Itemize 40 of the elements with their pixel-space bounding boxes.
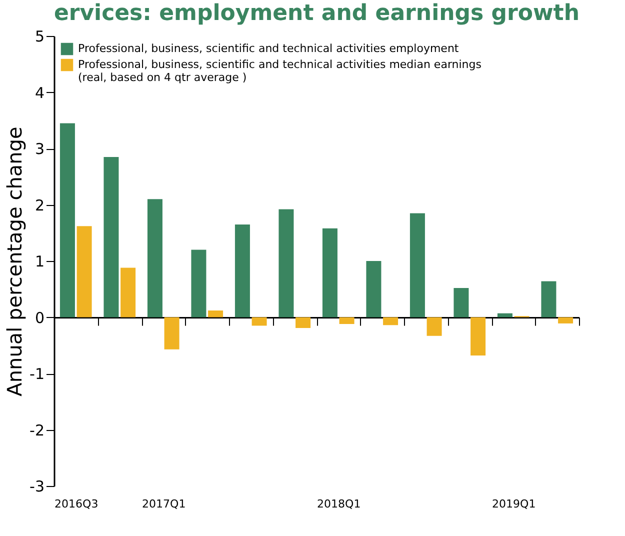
bar xyxy=(191,250,206,318)
y-tick-label: -1 xyxy=(30,365,44,383)
bar xyxy=(454,288,469,318)
legend-label: Professional, business, scientific and technical activities median earnings (real, based on 4 qtr average ) xyxy=(78,58,482,84)
y-tick-label: 1 xyxy=(34,252,44,270)
bar xyxy=(278,209,294,318)
bar xyxy=(558,317,574,324)
bar xyxy=(60,123,75,318)
bar xyxy=(541,281,556,318)
legend-label: Professional, business, scientific and technical activities employment xyxy=(78,42,460,55)
bar xyxy=(426,317,442,336)
bar xyxy=(322,228,338,318)
y-axis-title: Annual percentage change xyxy=(2,126,27,396)
bar xyxy=(208,310,224,318)
x-tick-label: 2016Q3 xyxy=(54,498,98,510)
bar xyxy=(339,317,354,324)
bar xyxy=(410,213,425,318)
x-tick-label: 2019Q1 xyxy=(492,498,536,510)
x-tick-label: 2017Q1 xyxy=(142,498,186,510)
y-tick-label: 2 xyxy=(34,196,44,214)
bar xyxy=(164,317,180,350)
bar xyxy=(296,317,311,328)
chart-title: ervices: employment and earnings growth xyxy=(54,1,580,26)
bar xyxy=(366,261,382,318)
y-tick-label: 5 xyxy=(34,28,44,46)
bar xyxy=(252,317,267,326)
bar xyxy=(147,199,162,318)
y-tick-label: 4 xyxy=(34,84,44,102)
bar xyxy=(120,268,136,318)
bar xyxy=(497,313,512,318)
bar xyxy=(76,226,92,318)
y-tick-label: 3 xyxy=(34,140,44,158)
bar xyxy=(470,317,486,356)
x-tick-label: 2018Q1 xyxy=(317,498,361,510)
y-tick-label: -3 xyxy=(30,478,44,496)
bar xyxy=(104,156,119,318)
bar xyxy=(383,317,398,326)
bar xyxy=(234,224,250,318)
y-tick-label: 0 xyxy=(34,308,44,327)
y-tick-label: -2 xyxy=(30,421,44,440)
